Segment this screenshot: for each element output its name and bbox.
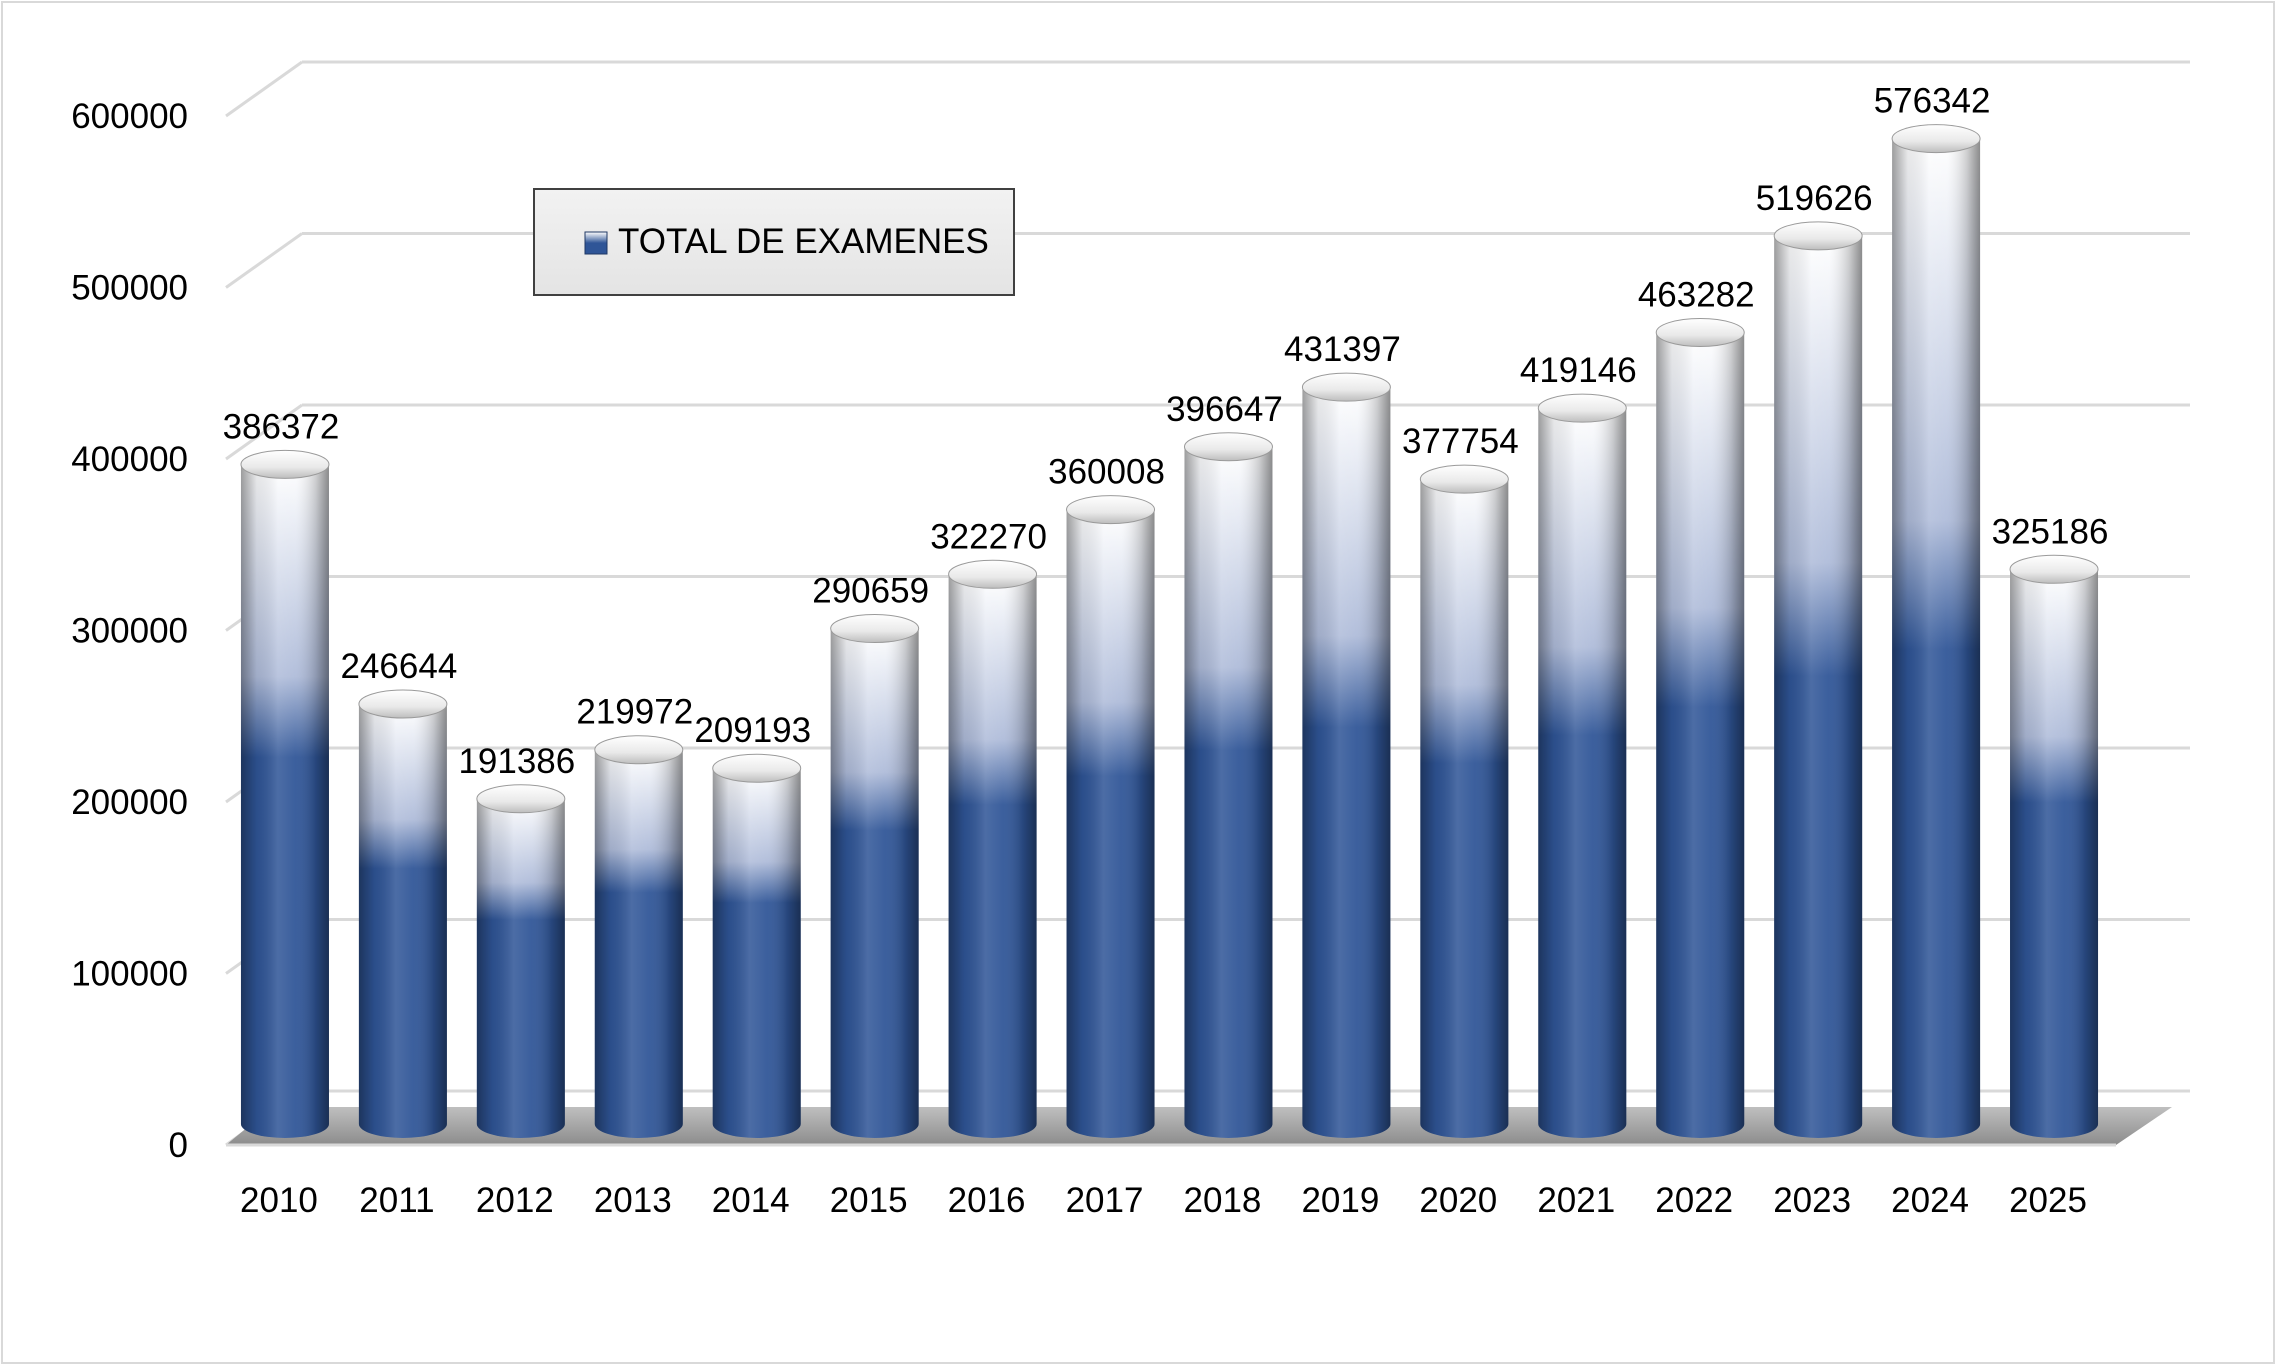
gridline xyxy=(225,60,2190,118)
y-tick-label: 500000 xyxy=(71,269,188,308)
bar-2014 xyxy=(712,753,802,1139)
bar-2019 xyxy=(1301,372,1391,1139)
data-label: 290659 xyxy=(812,572,929,611)
x-tick-label: 2021 xyxy=(1537,1181,1615,1220)
x-tick-label: 2015 xyxy=(830,1181,908,1220)
legend-label: TOTAL DE EXAMENES xyxy=(618,222,989,261)
x-tick-label: 2023 xyxy=(1773,1181,1851,1220)
data-label: 396647 xyxy=(1166,390,1283,429)
bar-2013 xyxy=(594,735,684,1139)
y-tick-label: 400000 xyxy=(71,440,188,479)
x-tick-label: 2017 xyxy=(1066,1181,1144,1220)
bar-2025 xyxy=(2009,554,2099,1139)
x-tick-label: 2022 xyxy=(1655,1181,1733,1220)
x-tick-label: 2013 xyxy=(594,1181,672,1220)
data-label: 191386 xyxy=(458,742,575,781)
bar-2023 xyxy=(1773,221,1863,1139)
bar-2024 xyxy=(1891,124,1981,1139)
data-label: 576342 xyxy=(1874,82,1991,121)
bar-2012 xyxy=(476,784,566,1139)
data-label: 219972 xyxy=(576,693,693,732)
x-tick-label: 2011 xyxy=(359,1181,434,1220)
data-label: 431397 xyxy=(1284,330,1401,369)
data-label: 325186 xyxy=(1992,512,2109,551)
y-tick-label: 600000 xyxy=(71,97,188,136)
legend-box xyxy=(533,188,1015,296)
y-axis: 0 100000 200000 300000 400000 500000 600000 xyxy=(71,97,188,1165)
gridline xyxy=(225,403,2190,461)
x-tick-label: 2020 xyxy=(1419,1181,1497,1220)
x-tick-label: 2024 xyxy=(1891,1181,1969,1220)
x-tick-label: 2018 xyxy=(1184,1181,1262,1220)
bar-2010 xyxy=(240,449,330,1139)
bar-2015 xyxy=(830,614,920,1139)
x-tick-label: 2016 xyxy=(948,1181,1026,1220)
y-tick-label: 200000 xyxy=(71,783,188,822)
x-tick-label: 2012 xyxy=(476,1181,554,1220)
legend-key-icon xyxy=(584,231,608,255)
data-label: 377754 xyxy=(1402,422,1519,461)
x-tick-label: 2019 xyxy=(1301,1181,1379,1220)
y-tick-label: 300000 xyxy=(71,612,188,651)
y-tick-label: 0 xyxy=(169,1126,188,1165)
data-label: 322270 xyxy=(930,517,1047,556)
bar-2017 xyxy=(1066,495,1156,1139)
data-label: 463282 xyxy=(1638,275,1755,314)
x-axis: 2010 2011 2012 2013 2014 2015 2016 2017 2018 2019… xyxy=(240,1181,2087,1220)
data-label: 246644 xyxy=(341,647,458,686)
bar-2022 xyxy=(1655,317,1745,1139)
bar-series xyxy=(240,124,2099,1139)
bar-2020 xyxy=(1419,464,1509,1139)
bar-2011 xyxy=(358,689,448,1139)
data-label: 209193 xyxy=(694,711,811,750)
x-tick-label: 2014 xyxy=(712,1181,790,1220)
data-label: 386372 xyxy=(223,407,340,446)
bar-2021 xyxy=(1537,393,1627,1139)
bar-2016 xyxy=(948,559,1038,1139)
data-label: 519626 xyxy=(1756,179,1873,218)
y-tick-label: 100000 xyxy=(71,955,188,994)
x-tick-label: 2025 xyxy=(2009,1181,2087,1220)
data-label: 419146 xyxy=(1520,351,1637,390)
data-label: 360008 xyxy=(1048,453,1165,492)
legend: TOTAL DE EXAMENES xyxy=(533,188,1015,296)
x-tick-label: 2010 xyxy=(240,1181,318,1220)
bar-2018 xyxy=(1183,432,1273,1139)
